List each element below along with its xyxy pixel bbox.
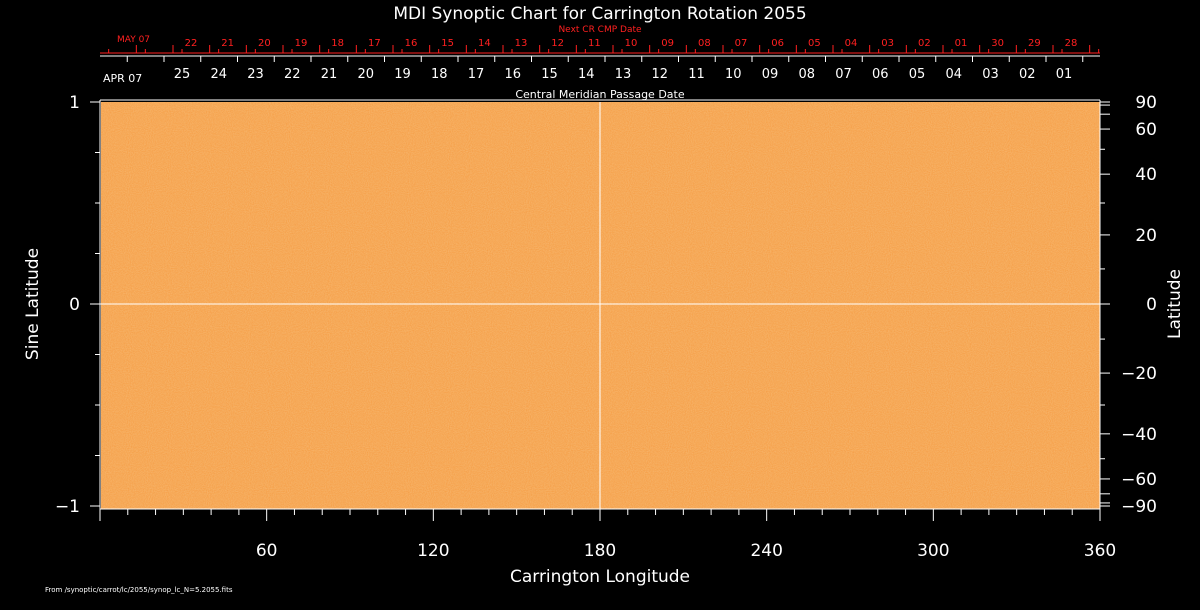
next-cr-date-label: 10 [625, 38, 638, 49]
cmp-date-label: 09 [762, 67, 779, 82]
cmp-date-label: 04 [945, 67, 962, 82]
cmp-date-label: 22 [284, 67, 301, 82]
footer-source-path: From /synoptic/carrot/lc/2055/synop_lc_N… [45, 586, 233, 594]
y-right-tick-label: 0 [1146, 295, 1157, 315]
y-right-tick-label: 40 [1135, 165, 1157, 185]
cmp-date-label: 02 [1019, 67, 1036, 82]
next-cr-date-label: 30 [991, 38, 1004, 49]
next-cr-date-label: 16 [405, 38, 418, 49]
next-cr-date-label: 05 [808, 38, 821, 49]
left-y-axis: 1 0 −1 [55, 93, 100, 517]
cmp-date-label: 16 [504, 67, 521, 82]
next-cr-date-label: 07 [735, 38, 748, 49]
next-cr-date-label: 22 [185, 38, 198, 49]
next-cr-date-label: 28 [1065, 38, 1078, 49]
y-right-tick-label: −90 [1121, 497, 1157, 517]
right-y-axis: 90 60 40 20 0 −20 −40 −60 −90 [1100, 93, 1157, 517]
next-cr-date-label: 08 [698, 38, 711, 49]
cmp-date-label: 07 [835, 67, 852, 82]
y-right-tick-label: −60 [1121, 470, 1157, 490]
cmp-date-label: 01 [1056, 67, 1073, 82]
x-tick-label: 360 [1084, 541, 1116, 561]
x-tick-label: 60 [256, 541, 278, 561]
next-cr-date-label: 02 [918, 38, 931, 49]
x-axis-title: Carrington Longitude [510, 567, 690, 587]
next-cr-date-label: 19 [295, 38, 308, 49]
y-right-tick-label: 60 [1135, 120, 1157, 140]
next-cr-axis-label: Next CR CMP Date [558, 25, 642, 35]
cmp-date-label: 03 [982, 67, 999, 82]
next-cr-date-label: 14 [478, 38, 491, 49]
cmp-month-label: APR 07 [103, 72, 142, 85]
next-cr-date-label: 15 [441, 38, 454, 49]
next-cr-date-axis: 22 21 20 19 18 17 16 15 14 13 12 11 10 09 08 07 06 05 04 03… [100, 38, 1100, 54]
x-axis: 60 120 180 240 300 360 [99, 509, 1116, 561]
next-cr-date-label: 09 [661, 38, 674, 49]
cmp-date-axis: 25 24 23 22 21 20 19 18 17 16 15 14 13 12 11 10 09 08 07 06… [100, 55, 1100, 82]
cmp-date-label: 24 [210, 67, 227, 82]
x-tick-label: 120 [417, 541, 449, 561]
y-left-tick-label: 1 [69, 93, 80, 113]
y-right-tick-label: −20 [1121, 364, 1157, 384]
cmp-date-label: 25 [174, 67, 191, 82]
cmp-date-label: 19 [394, 67, 411, 82]
cmp-date-label: 13 [615, 67, 632, 82]
cmp-date-label: 12 [651, 67, 668, 82]
cmp-axis-label: Central Meridian Passage Date [515, 88, 684, 101]
left-y-axis-title: Sine Latitude [23, 248, 43, 360]
y-right-tick-label: −40 [1121, 425, 1157, 445]
right-y-axis-title: Latitude [1165, 269, 1185, 339]
cmp-date-label: 20 [357, 67, 374, 82]
next-cr-date-label: 04 [845, 38, 858, 49]
chart-title: MDI Synoptic Chart for Carrington Rotati… [393, 4, 806, 24]
next-cr-month-label: MAY 07 [117, 35, 150, 45]
x-tick-label: 300 [917, 541, 949, 561]
cmp-date-label: 10 [725, 67, 742, 82]
cmp-date-label: 08 [798, 67, 815, 82]
next-cr-date-label: 29 [1028, 38, 1041, 49]
cmp-date-label: 14 [578, 67, 595, 82]
cmp-date-label: 17 [468, 67, 485, 82]
cmp-date-label: 11 [688, 67, 705, 82]
y-right-tick-label: 20 [1135, 226, 1157, 246]
next-cr-date-label: 06 [771, 38, 784, 49]
x-tick-label: 180 [584, 541, 616, 561]
y-right-tick-label: 90 [1135, 93, 1157, 113]
next-cr-date-label: 12 [551, 38, 564, 49]
next-cr-date-label: 13 [515, 38, 528, 49]
x-tick-label: 240 [750, 541, 782, 561]
next-cr-date-label: 18 [331, 38, 344, 49]
next-cr-date-label: 20 [258, 38, 271, 49]
next-cr-date-label: 21 [221, 38, 234, 49]
cmp-date-label: 06 [872, 67, 889, 82]
next-cr-date-label: 17 [368, 38, 381, 49]
cmp-date-label: 05 [909, 67, 926, 82]
y-left-tick-label: 0 [69, 295, 80, 315]
cmp-date-label: 21 [321, 67, 338, 82]
cmp-date-label: 15 [541, 67, 558, 82]
cmp-date-label: 23 [247, 67, 264, 82]
next-cr-date-label: 03 [881, 38, 894, 49]
next-cr-date-label: 11 [588, 38, 601, 49]
cmp-date-label: 18 [431, 67, 448, 82]
y-left-tick-label: −1 [55, 497, 80, 517]
next-cr-date-label: 01 [955, 38, 968, 49]
